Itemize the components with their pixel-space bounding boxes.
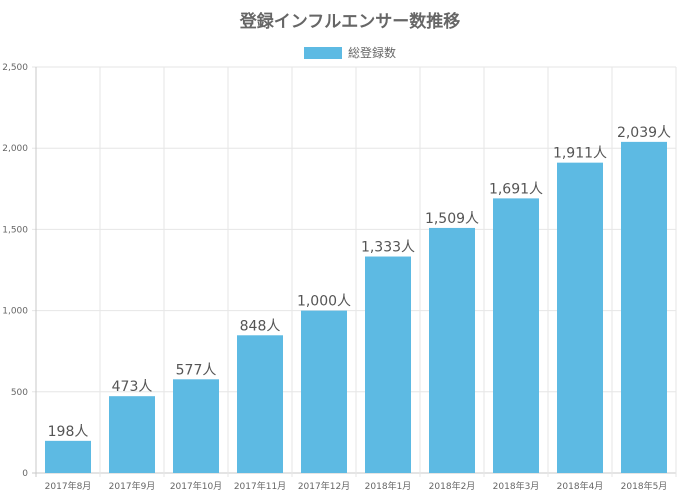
bar (173, 379, 219, 473)
bar (493, 198, 539, 474)
data-label: 473人 (112, 379, 153, 395)
y-tick-label: 500 (11, 388, 28, 398)
bar (109, 396, 155, 473)
data-label: 577人 (176, 362, 217, 378)
legend-swatch (303, 46, 342, 59)
bar (365, 256, 411, 473)
y-tick-label: 0 (22, 469, 28, 479)
bar (621, 141, 667, 473)
y-tick-label: 2,500 (2, 63, 28, 73)
y-tick-label: 1,500 (2, 225, 28, 235)
data-label: 198人 (48, 424, 89, 440)
x-tick-label: 2018年4月 (557, 480, 604, 492)
chart-title: 登録インフルエンサー数推移 (239, 12, 461, 32)
x-tick-label: 2018年5月 (621, 480, 668, 492)
bar (429, 227, 475, 473)
legend[interactable]: 総登録数 (0, 44, 700, 61)
x-tick-label: 2017年8月 (45, 480, 92, 492)
bar (301, 310, 347, 473)
data-label: 1,000人 (297, 294, 351, 310)
y-tick-label: 2,000 (2, 144, 28, 154)
data-label: 1,333人 (361, 240, 415, 256)
data-label: 1,509人 (425, 211, 479, 227)
bar (557, 162, 603, 473)
x-tick-label: 2018年3月 (493, 480, 540, 492)
bar (45, 440, 91, 473)
x-tick-label: 2018年1月 (365, 480, 412, 492)
x-tick-label: 2017年10月 (170, 480, 222, 492)
x-tick-label: 2017年12月 (298, 480, 350, 492)
x-tick-label: 2017年9月 (109, 480, 156, 492)
data-label: 1,691人 (489, 181, 543, 197)
x-tick-label: 2017年11月 (234, 480, 286, 492)
x-tick-label: 2018年2月 (429, 480, 476, 492)
bar (237, 335, 283, 473)
legend-label: 総登録数 (347, 46, 396, 60)
data-label: 848人 (240, 318, 281, 334)
data-label: 2,039人 (617, 125, 671, 141)
y-tick-label: 1,000 (2, 307, 28, 317)
data-label: 1,911人 (553, 146, 607, 162)
